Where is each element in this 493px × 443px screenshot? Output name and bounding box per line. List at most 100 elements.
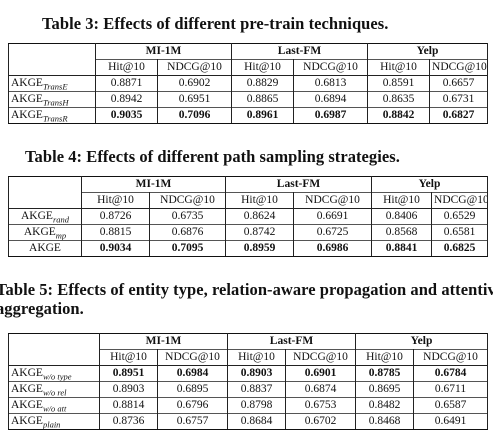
best-value-cell: 0.8951 bbox=[99, 365, 158, 382]
value-cell: 0.6711 bbox=[413, 381, 489, 398]
metric-header: NDCG@10 bbox=[285, 349, 357, 366]
metric-header: Hit@10 bbox=[371, 192, 433, 209]
model-name-cell: AKGE bbox=[8, 240, 82, 257]
metric-header: Hit@10 bbox=[81, 192, 150, 209]
value-cell: 0.6796 bbox=[156, 397, 229, 414]
table-5: MI-1M Last-FM Yelp Hit@10 NDCG@10 Hit@10… bbox=[8, 333, 489, 430]
best-value-cell: 0.6986 bbox=[293, 240, 373, 257]
value-cell: 0.6753 bbox=[285, 397, 357, 414]
table-header-row: MI-1M Last-FM Yelp bbox=[8, 43, 489, 60]
best-value-cell: 0.8785 bbox=[355, 365, 415, 382]
metric-header: Hit@10 bbox=[225, 192, 295, 209]
model-name-cell: AKGEw/o type bbox=[8, 365, 100, 382]
value-cell: 0.8871 bbox=[95, 75, 158, 92]
best-value-cell: 0.8841 bbox=[371, 240, 433, 257]
value-cell: 0.6725 bbox=[293, 224, 373, 241]
value-cell: 0.8798 bbox=[227, 397, 287, 414]
value-cell: 0.6657 bbox=[429, 75, 489, 92]
value-cell: 0.6691 bbox=[293, 208, 373, 225]
metric-header: NDCG@10 bbox=[429, 59, 489, 76]
model-name-cell: AKGEplain bbox=[8, 413, 100, 430]
best-value-cell: 0.7095 bbox=[148, 240, 227, 257]
value-cell: 0.6702 bbox=[285, 413, 357, 430]
value-cell: 0.6876 bbox=[148, 224, 227, 241]
dataset-header: Last-FM bbox=[225, 176, 373, 193]
metric-header: NDCG@10 bbox=[413, 349, 489, 366]
table-3-caption: Table 3: Effects of different pre-train … bbox=[42, 14, 389, 33]
metric-header: NDCG@10 bbox=[431, 192, 489, 209]
metric-header: Hit@10 bbox=[227, 349, 287, 366]
best-value-cell: 0.6827 bbox=[429, 107, 489, 124]
best-value-cell: 0.8959 bbox=[225, 240, 295, 257]
value-cell: 0.8591 bbox=[367, 75, 431, 92]
table-3: MI-1M Last-FM Yelp Hit@10 NDCG@10 Hit@10… bbox=[8, 43, 489, 124]
value-cell: 0.6894 bbox=[293, 91, 369, 108]
value-cell: 0.6757 bbox=[156, 413, 229, 430]
metric-header: NDCG@10 bbox=[156, 349, 229, 366]
model-name-cell: AKGETransE bbox=[8, 75, 96, 92]
value-cell: 0.6581 bbox=[431, 224, 489, 241]
header-empty-cell bbox=[8, 192, 82, 209]
value-cell: 0.8829 bbox=[231, 75, 295, 92]
best-value-cell: 0.6825 bbox=[431, 240, 489, 257]
metric-header-row: Hit@10 NDCG@10 Hit@10 NDCG@10 Hit@10 NDC… bbox=[8, 349, 489, 366]
value-cell: 0.8468 bbox=[355, 413, 415, 430]
value-cell: 0.6951 bbox=[156, 91, 233, 108]
value-cell: 0.8695 bbox=[355, 381, 415, 398]
table-header-row: MI-1M Last-FM Yelp bbox=[8, 176, 489, 193]
header-empty-cell bbox=[8, 43, 96, 60]
value-cell: 0.8837 bbox=[227, 381, 287, 398]
value-cell: 0.6813 bbox=[293, 75, 369, 92]
best-value-cell: 0.9035 bbox=[95, 107, 158, 124]
model-name-cell: AKGEw/o att bbox=[8, 397, 100, 414]
dataset-header: Last-FM bbox=[227, 333, 357, 350]
value-cell: 0.6874 bbox=[285, 381, 357, 398]
metric-header: Hit@10 bbox=[367, 59, 431, 76]
model-name-cell: AKGErand bbox=[8, 208, 82, 225]
metric-header-row: Hit@10 NDCG@10 Hit@10 NDCG@10 Hit@10 NDC… bbox=[8, 192, 489, 209]
table-row: AKGEw/o rel 0.8903 0.6895 0.8837 0.6874 … bbox=[8, 381, 489, 398]
dataset-header: Last-FM bbox=[231, 43, 369, 60]
metric-header: NDCG@10 bbox=[148, 192, 227, 209]
model-name-cell: AKGEw/o rel bbox=[8, 381, 100, 398]
table-row: AKGETransR 0.9035 0.7096 0.8961 0.6987 0… bbox=[8, 107, 489, 124]
table-5-caption: Table 5: Effects of entity type, relatio… bbox=[0, 280, 493, 318]
table-row: AKGEw/o att 0.8814 0.6796 0.8798 0.6753 … bbox=[8, 397, 489, 414]
table-4-caption: Table 4: Effects of different path sampl… bbox=[25, 147, 400, 166]
best-value-cell: 0.9034 bbox=[81, 240, 150, 257]
dataset-header: MI-1M bbox=[94, 43, 233, 60]
metric-header: Hit@10 bbox=[99, 349, 158, 366]
dataset-header: MI-1M bbox=[98, 333, 229, 350]
dataset-header: MI-1M bbox=[80, 176, 227, 193]
metric-header: NDCG@10 bbox=[156, 59, 233, 76]
value-cell: 0.8568 bbox=[371, 224, 433, 241]
model-name-cell: AKGETransR bbox=[8, 107, 96, 124]
best-value-cell: 0.8961 bbox=[231, 107, 295, 124]
value-cell: 0.8635 bbox=[367, 91, 431, 108]
value-cell: 0.6731 bbox=[429, 91, 489, 108]
value-cell: 0.6491 bbox=[413, 413, 489, 430]
value-cell: 0.6902 bbox=[156, 75, 233, 92]
table-row: AKGEplain 0.8736 0.6757 0.8684 0.6702 0.… bbox=[8, 413, 489, 430]
value-cell: 0.6587 bbox=[413, 397, 489, 414]
best-value-cell: 0.7096 bbox=[156, 107, 233, 124]
metric-header-row: Hit@10 NDCG@10 Hit@10 NDCG@10 Hit@10 NDC… bbox=[8, 59, 489, 76]
dataset-header: Yelp bbox=[367, 43, 489, 60]
metric-header: NDCG@10 bbox=[293, 59, 369, 76]
value-cell: 0.6735 bbox=[148, 208, 227, 225]
value-cell: 0.8482 bbox=[355, 397, 415, 414]
table-row: AKGETransH 0.8942 0.6951 0.8865 0.6894 0… bbox=[8, 91, 489, 108]
table-row: AKGETransE 0.8871 0.6902 0.8829 0.6813 0… bbox=[8, 75, 489, 92]
table-header-row: MI-1M Last-FM Yelp bbox=[8, 333, 489, 350]
value-cell: 0.8624 bbox=[225, 208, 295, 225]
table-row: AKGEmp 0.8815 0.6876 0.8742 0.6725 0.856… bbox=[8, 224, 489, 241]
metric-header: Hit@10 bbox=[231, 59, 295, 76]
value-cell: 0.8742 bbox=[225, 224, 295, 241]
value-cell: 0.8815 bbox=[81, 224, 150, 241]
header-empty-cell bbox=[8, 333, 100, 350]
best-value-cell: 0.6901 bbox=[285, 365, 357, 382]
metric-header: NDCG@10 bbox=[293, 192, 373, 209]
value-cell: 0.8736 bbox=[99, 413, 158, 430]
table-row: AKGEw/o type 0.8951 0.6984 0.8903 0.6901… bbox=[8, 365, 489, 382]
model-name-cell: AKGETransH bbox=[8, 91, 96, 108]
